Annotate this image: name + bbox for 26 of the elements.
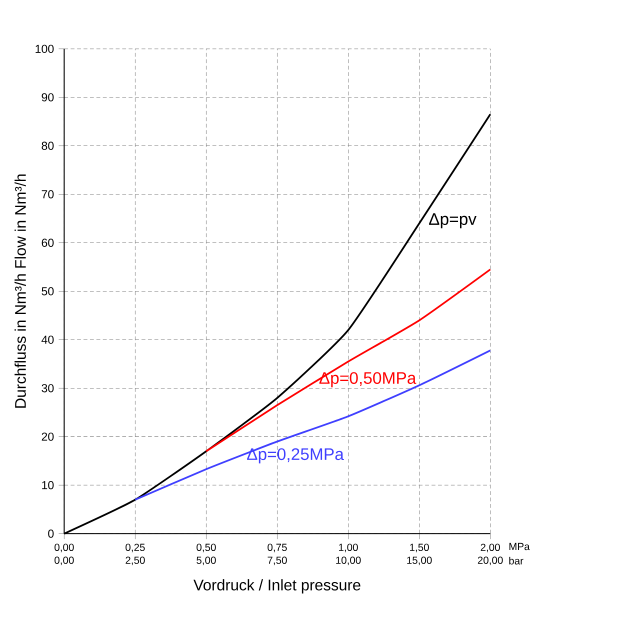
series-label: Δp=0,50MPa — [319, 372, 416, 388]
x-tick-label: 0,00 0,00 — [54, 544, 74, 566]
y-tick-label: 90 — [42, 93, 54, 102]
y-tick-label: 0 — [48, 530, 54, 538]
x-tick-label: 0,50 5,00 — [196, 544, 216, 566]
x-tick-label: 0,25 2,50 — [126, 544, 145, 566]
y-tick-label: 60 — [42, 238, 54, 247]
y-tick-label: 10 — [42, 481, 54, 490]
x-axis-title: Vordruck / Inlet pressure — [193, 579, 360, 594]
series-label: Δp=pv — [429, 213, 477, 228]
line-series — [134, 350, 492, 501]
text: MPa — [509, 543, 530, 550]
y-tick-label: 70 — [42, 190, 54, 198]
x-tick-label: 2,00 20,00 — [478, 544, 503, 566]
x-tick-label: 0,75 7,50 — [268, 544, 287, 566]
text: bar — [509, 556, 524, 565]
y-tick-label: 40 — [41, 336, 54, 344]
y-tick-label: 100 — [36, 44, 54, 54]
x-tick-label: 1,50 15,00 — [407, 544, 432, 566]
y-tick-label: 80 — [42, 142, 54, 150]
series-label: Δp=0,25MPa — [247, 448, 344, 464]
y-tick-label: 20 — [42, 432, 54, 441]
x-tick-label: 1,00 10,00 — [336, 544, 361, 566]
y-tick-label: 50 — [42, 287, 54, 296]
y-tick-label: 30 — [42, 384, 54, 392]
y-axis-title: Durchfluss in Nm³/h Flow in Nm³/h — [14, 174, 26, 408]
